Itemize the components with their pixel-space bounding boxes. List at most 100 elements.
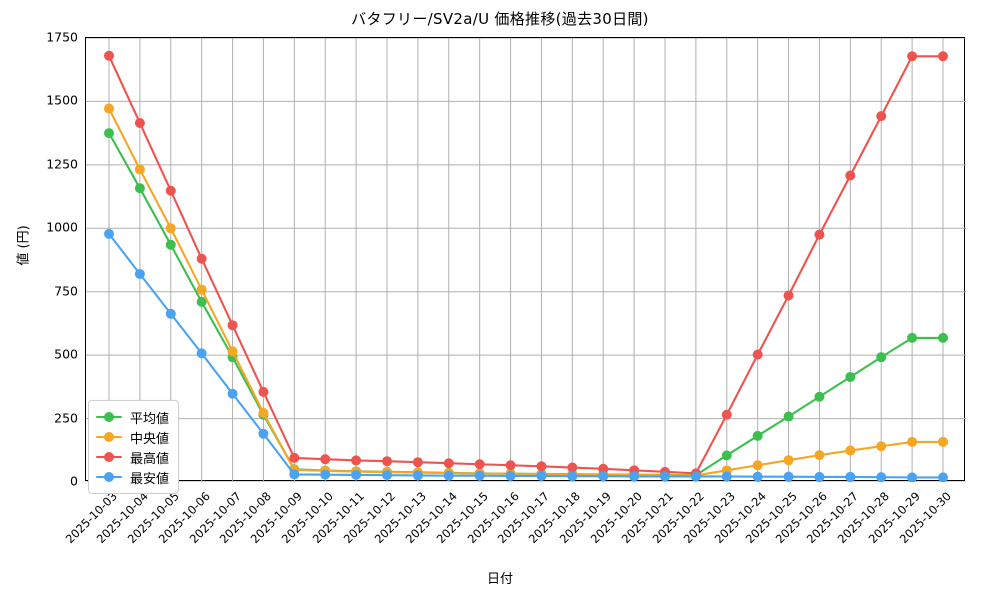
- data-point: [876, 111, 887, 122]
- data-point: [690, 471, 701, 482]
- legend-item-3[interactable]: 最高値: [96, 447, 169, 467]
- legend-label: 平均値: [130, 411, 170, 427]
- data-point: [938, 436, 948, 447]
- data-point: [907, 51, 918, 62]
- data-point: [289, 452, 300, 463]
- data-point: [443, 458, 454, 469]
- data-point: [196, 284, 207, 295]
- data-point: [134, 164, 145, 175]
- data-point: [752, 460, 763, 471]
- data-point: [752, 471, 763, 482]
- y-tick-label: 1750: [46, 29, 78, 45]
- x-axis-tick-labels: 2025-10-03 2025-10-04 2025-10-05 2025-10-06…: [63, 481, 965, 561]
- data-point: [567, 462, 578, 473]
- data-point: [814, 229, 825, 240]
- y-axis-title: 値 (円): [16, 225, 32, 266]
- series-layer: [104, 50, 948, 482]
- legend-label: 中央値: [130, 431, 170, 447]
- data-point: [721, 409, 732, 420]
- data-point: [474, 470, 485, 481]
- data-point: [814, 391, 825, 402]
- data-point: [382, 470, 392, 481]
- y-tick-label: 1250: [46, 156, 78, 172]
- data-point: [104, 50, 114, 61]
- data-point: [104, 128, 114, 139]
- data-point: [938, 472, 948, 482]
- data-point: [845, 371, 856, 382]
- data-point: [505, 470, 516, 481]
- series-3: [104, 50, 948, 479]
- data-point: [289, 469, 300, 480]
- y-tick-label: 250: [54, 410, 78, 426]
- data-point: [351, 455, 362, 466]
- data-point: [134, 268, 145, 279]
- legend-swatch-icon: [96, 430, 122, 444]
- data-point: [412, 457, 423, 468]
- x-axis-title: 日付: [486, 572, 513, 587]
- data-point: [598, 463, 609, 474]
- data-point: [258, 407, 269, 418]
- data-point: [783, 411, 794, 422]
- series-4: [104, 228, 948, 482]
- legend-item-2[interactable]: 中央値: [96, 427, 169, 447]
- data-point: [845, 471, 856, 482]
- y-tick-label: 750: [54, 283, 78, 299]
- y-tick-label: 0: [70, 473, 78, 489]
- data-point: [412, 470, 423, 481]
- data-point: [104, 228, 114, 239]
- data-point: [938, 332, 948, 343]
- data-point: [258, 386, 269, 397]
- data-point: [351, 469, 362, 480]
- data-point: [165, 239, 176, 250]
- series-line: [107, 132, 945, 477]
- data-point: [320, 454, 331, 465]
- data-point: [227, 320, 238, 331]
- legend-item-1[interactable]: 平均値: [96, 407, 169, 427]
- data-point: [660, 471, 670, 482]
- data-point: [598, 471, 609, 482]
- data-point: [536, 470, 547, 481]
- data-point: [938, 51, 948, 62]
- data-point: [196, 348, 207, 359]
- gridlines: [86, 38, 966, 482]
- data-point: [783, 471, 794, 482]
- y-tick-label: 1000: [46, 219, 78, 235]
- data-point: [907, 332, 918, 343]
- data-point: [814, 471, 825, 482]
- data-point: [629, 471, 640, 482]
- data-point: [536, 461, 547, 472]
- chart-title: バタフリー/SV2a/U 価格推移(過去30日間): [351, 10, 649, 28]
- data-point: [783, 290, 794, 301]
- chart-legend: 平均値中央値最高値最安値: [88, 400, 180, 494]
- data-point: [783, 455, 794, 466]
- series-line: [107, 232, 945, 479]
- data-point: [165, 185, 176, 196]
- data-point: [845, 445, 856, 456]
- legend-swatch-icon: [96, 470, 122, 484]
- y-tick-label: 1500: [46, 92, 78, 108]
- data-point: [134, 183, 145, 194]
- data-point: [227, 388, 238, 399]
- series-line: [107, 107, 945, 477]
- data-point: [196, 296, 207, 307]
- data-point: [907, 436, 918, 447]
- series-line: [107, 54, 945, 475]
- legend-label: 最高値: [130, 451, 170, 467]
- data-point: [165, 223, 176, 234]
- data-point: [721, 471, 732, 482]
- data-point: [474, 459, 485, 470]
- data-point: [907, 472, 918, 482]
- data-point: [227, 346, 238, 357]
- data-point: [196, 253, 207, 264]
- legend-swatch-icon: [96, 410, 122, 424]
- data-point: [320, 469, 331, 480]
- legend-swatch-icon: [96, 450, 122, 464]
- legend-label: 最安値: [130, 471, 170, 487]
- data-point: [845, 170, 856, 181]
- plot-area: [85, 37, 966, 482]
- data-point: [382, 456, 392, 467]
- data-point: [721, 450, 732, 461]
- legend-item-4[interactable]: 最安値: [96, 467, 169, 487]
- data-point: [876, 352, 887, 363]
